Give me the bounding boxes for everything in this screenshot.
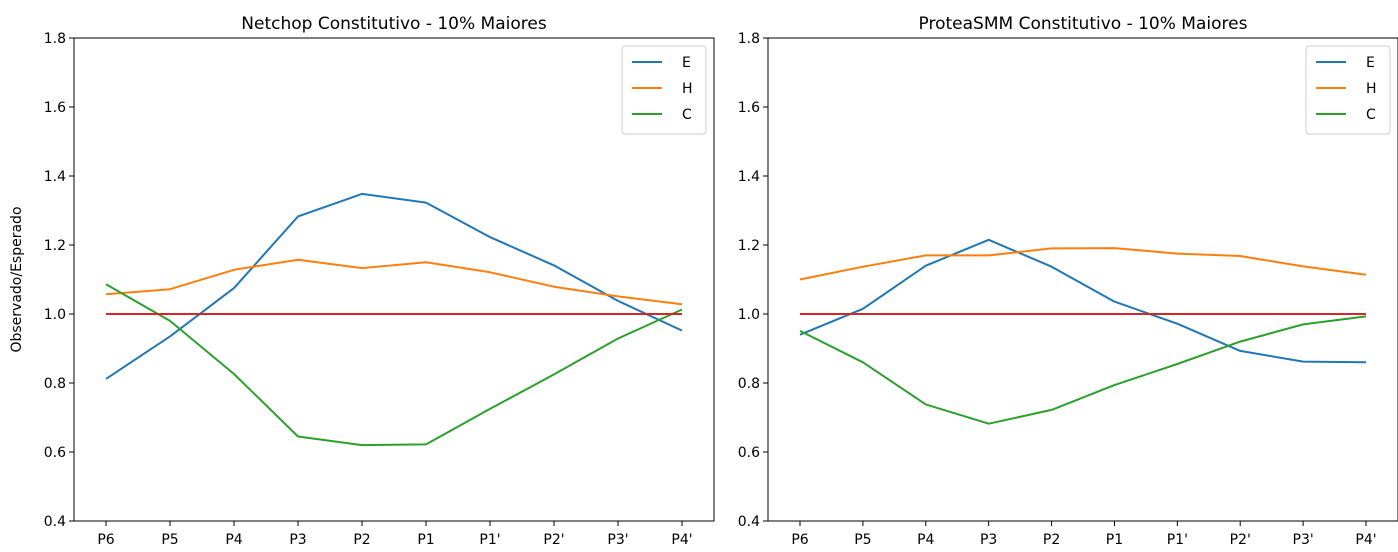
x-tick-label: P3: [289, 532, 306, 548]
y-tick-label: 1.4: [44, 169, 66, 185]
series-line-H: [105, 258, 683, 306]
legend-label: H: [1366, 81, 1377, 97]
x-tick-label: P2': [543, 532, 564, 548]
chart-1: Netchop Constitutivo - 10% Maiores Observ…: [9, 14, 715, 548]
series-line-C: [105, 283, 683, 447]
legend-box: [621, 45, 707, 135]
x-tick-label: P3': [1293, 532, 1314, 548]
x-tick-label: P4': [1355, 532, 1376, 548]
y-tick-label: 1.0: [738, 307, 760, 323]
y-tick-label: 0.4: [44, 514, 66, 530]
series-line-H: [799, 247, 1367, 281]
series-line-E: [105, 192, 683, 380]
x-tick-label: P5: [854, 532, 871, 548]
y-tick-label: 0.6: [738, 445, 760, 461]
y-tick-label: 1.4: [738, 169, 760, 185]
legend-label: H: [682, 81, 693, 97]
legend-label: C: [682, 107, 692, 123]
legend-label: E: [1366, 55, 1375, 71]
plot-frame: [73, 37, 715, 522]
x-tick-label: P3': [607, 532, 628, 548]
series-line-E: [799, 238, 1367, 364]
y-tick-label: 0.6: [44, 445, 66, 461]
legend-label: C: [1366, 107, 1376, 123]
y-tick-label: 1.2: [738, 238, 760, 254]
x-tick-label: P6: [97, 532, 114, 548]
x-tick-label: P5: [161, 532, 178, 548]
y-tick-label: 1.6: [44, 100, 66, 116]
legend: EHC: [621, 45, 707, 135]
x-tick-label: P2: [1043, 532, 1060, 548]
x-tick-label: P4: [917, 532, 934, 548]
y-tick-label: 0.8: [44, 376, 66, 392]
y-tick-label: 1.8: [738, 31, 760, 47]
y-tick-label: 0.8: [738, 376, 760, 392]
x-tick-label: P2': [1230, 532, 1251, 548]
x-tick-label: P4': [671, 532, 692, 548]
y-tick-label: 1.2: [44, 238, 66, 254]
chart-title: ProteaSMM Constitutivo - 10% Maiores: [919, 14, 1248, 34]
x-tick-label: P6: [791, 532, 808, 548]
plot-frame: [767, 37, 1398, 522]
series-line-C: [799, 315, 1367, 425]
legend-box: [1305, 45, 1391, 135]
y-tick-label: 0.4: [738, 514, 760, 530]
x-tick-label: P1': [479, 532, 500, 548]
x-tick-label: P1: [1106, 532, 1123, 548]
y-tick-label: 1.6: [738, 100, 760, 116]
x-tick-label: P2: [353, 532, 370, 548]
legend: EHC: [1305, 45, 1391, 135]
x-tick-label: P4: [225, 532, 242, 548]
legend-label: E: [682, 55, 691, 71]
x-tick-label: P1: [417, 532, 434, 548]
chart-2: ProteaSMM Constitutivo - 10% Maiores 0.4 0…: [738, 14, 1398, 548]
x-tick-label: P3: [980, 532, 997, 548]
y-tick-label: 1.8: [44, 31, 66, 47]
y-tick-label: 1.0: [44, 307, 66, 323]
y-axis-label: Observado/Esperado: [9, 206, 25, 352]
chart-title: Netchop Constitutivo - 10% Maiores: [241, 14, 547, 34]
x-tick-label: P1': [1167, 532, 1188, 548]
